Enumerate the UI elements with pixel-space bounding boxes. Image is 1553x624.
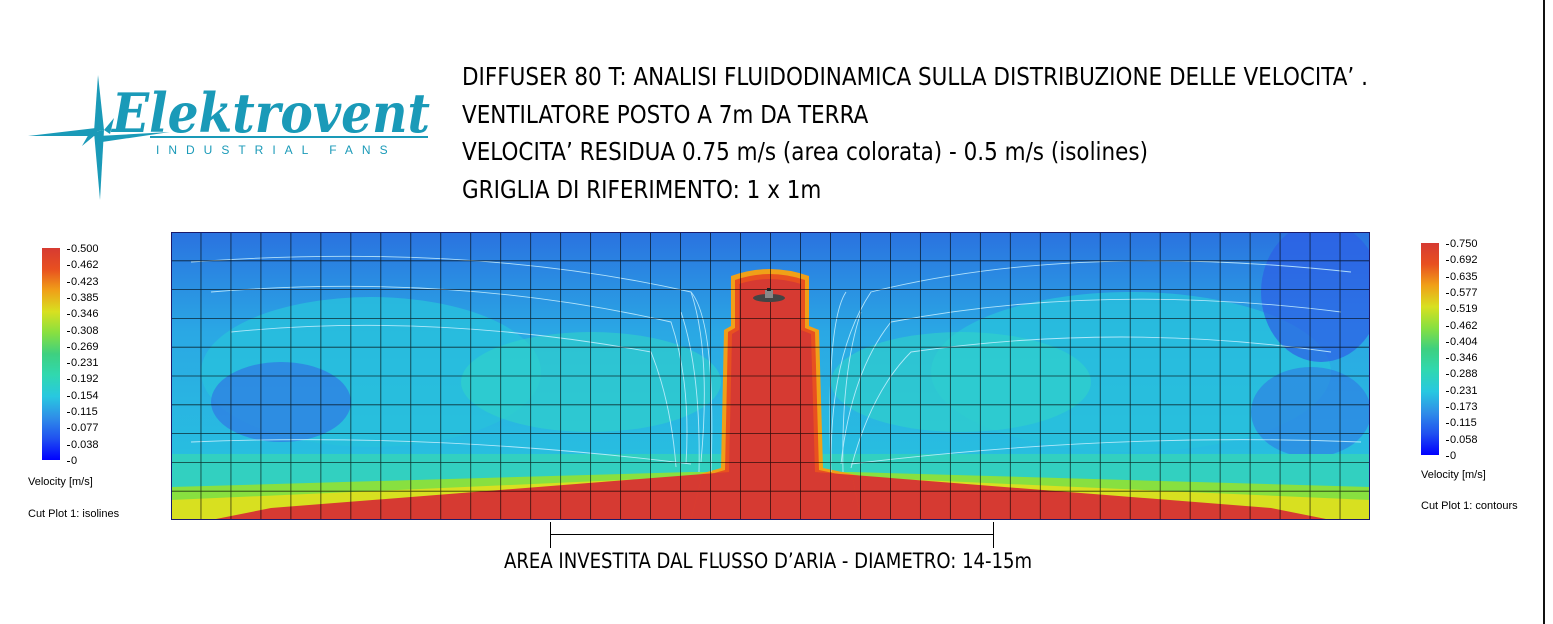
legend-tick: 0.231: [67, 357, 99, 369]
page-edge-line: [1543, 0, 1545, 624]
title-line-4: GRIGLIA DI RIFERIMENTO: 1 x 1m: [462, 174, 822, 204]
legend-contours-quantity: Velocity [m/s]: [1421, 469, 1486, 481]
title-line-1: DIFFUSER 80 T: ANALISI FLUIDODINAMICA SU…: [462, 62, 1368, 91]
legend-tick: 0.500: [67, 243, 99, 255]
legend-contours-plot-label: Cut Plot 1: contours: [1421, 500, 1518, 512]
legend-isolines-colorbar: [42, 248, 60, 460]
legend-isolines-quantity: Velocity [m/s]: [28, 476, 93, 488]
legend-tick: 0.308: [67, 325, 99, 337]
legend-tick: 0.058: [1446, 434, 1478, 446]
elektrovent-logo: Elektrovent INDUSTRIAL FANS: [20, 70, 440, 210]
legend-tick: 0.519: [1446, 303, 1478, 315]
legend-tick: 0.288: [1446, 368, 1478, 380]
legend-tick: 0.692: [1446, 254, 1478, 266]
title-block: DIFFUSER 80 T: ANALISI FLUIDODINAMICA SU…: [462, 58, 1542, 208]
legend-tick: 0.577: [1446, 287, 1478, 299]
legend-contours-colorbar: [1421, 243, 1439, 455]
legend-tick: 0.462: [67, 259, 99, 271]
legend-tick: 0.346: [1446, 352, 1478, 364]
legend-tick: 0.346: [67, 308, 99, 320]
flow-area-caption: AREA INVESTITA DAL FLUSSO D’ARIA - DIAME…: [504, 549, 1033, 573]
legend-tick: 0.750: [1446, 238, 1478, 250]
velocity-cut-plot: [171, 232, 1370, 520]
reference-grid: [171, 232, 1370, 520]
fan-icon: [753, 288, 785, 302]
legend-tick: 0.115: [1446, 417, 1477, 429]
legend-tick: 0.173: [1446, 401, 1478, 413]
legend-tick: 0.635: [1446, 271, 1478, 283]
legend-tick: 0.192: [67, 373, 99, 385]
legend-tick: 0.269: [67, 341, 99, 353]
legend-tick: 0.231: [1446, 385, 1478, 397]
legend-tick: 0.423: [67, 276, 99, 288]
logo-tagline: INDUSTRIAL FANS: [156, 143, 397, 157]
legend-tick: 0: [66, 455, 78, 467]
legend-tick: 0.115: [67, 406, 98, 418]
legend-isolines-plot-label: Cut Plot 1: isolines: [28, 508, 120, 520]
legend-tick: 0.462: [1446, 320, 1478, 332]
legend-tick: 0.385: [67, 292, 99, 304]
legend-tick: 0.404: [1446, 336, 1478, 348]
title-line-3: VELOCITA’ RESIDUA 0.75 m/s (area colorat…: [462, 137, 1148, 166]
legend-tick: 0.077: [67, 422, 99, 434]
logo-wordmark: Elektrovent: [110, 81, 430, 145]
title-line-2: VENTILATORE POSTO A 7m DA TERRA: [462, 99, 869, 129]
legend-tick: 0.154: [67, 390, 99, 402]
diameter-dimension-line: [550, 522, 994, 548]
legend-tick: 0: [1445, 450, 1457, 462]
legend-tick: 0.038: [67, 439, 99, 451]
